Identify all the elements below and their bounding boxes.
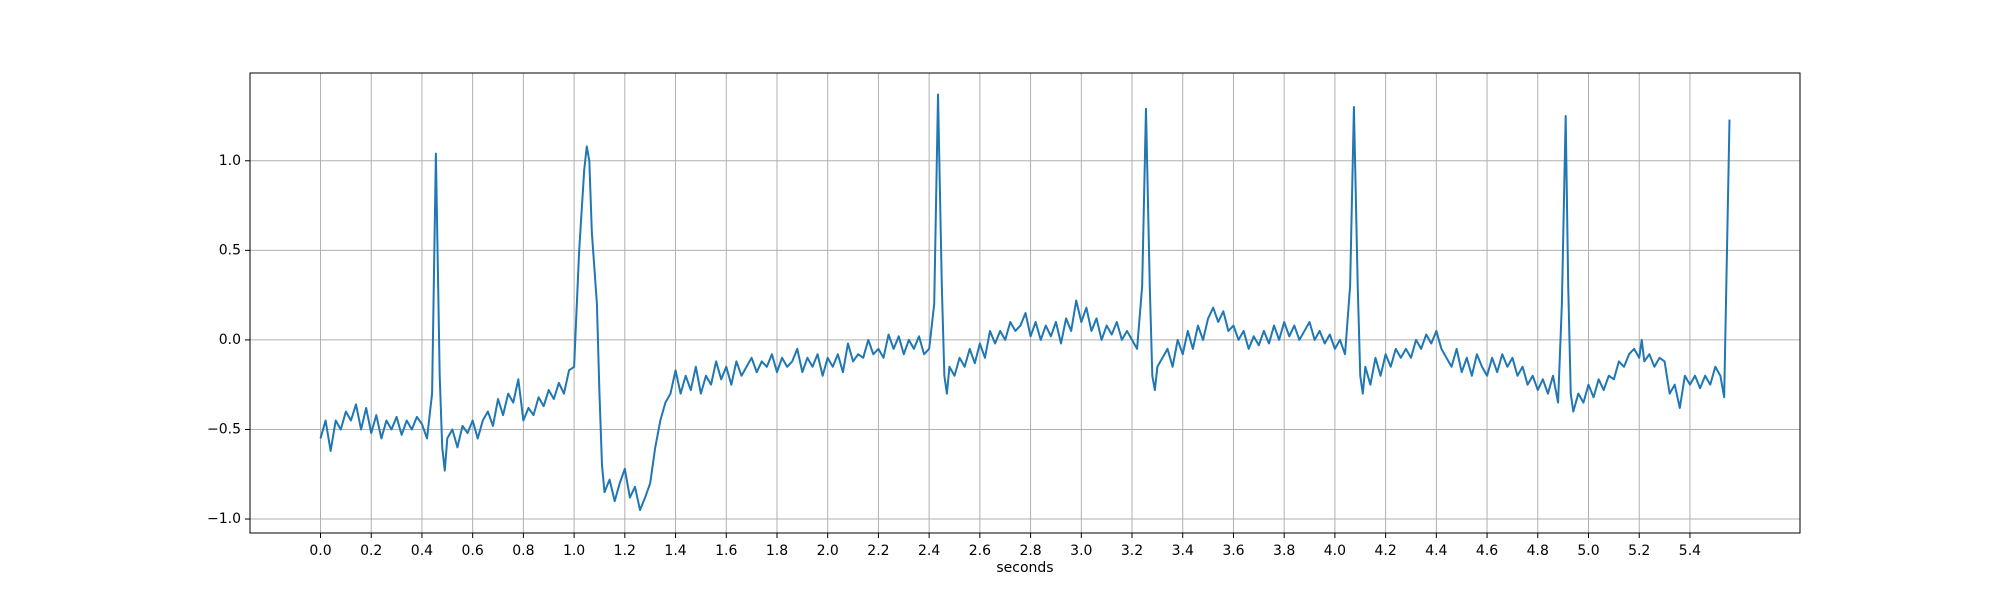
x-tick-label: 0.0 bbox=[309, 543, 331, 559]
x-tick-label: 5.4 bbox=[1679, 543, 1701, 559]
x-tick-label: 3.0 bbox=[1070, 543, 1092, 559]
y-tick-label: 0.5 bbox=[219, 242, 241, 258]
x-tick-label: 1.4 bbox=[664, 543, 686, 559]
y-tick-label: 1.0 bbox=[219, 153, 241, 169]
x-tick-label: 4.2 bbox=[1374, 543, 1396, 559]
x-tick-label: 0.2 bbox=[360, 543, 382, 559]
x-tick-label: 1.8 bbox=[766, 543, 788, 559]
x-tick-label: 3.2 bbox=[1121, 543, 1143, 559]
x-tick-label: 1.0 bbox=[563, 543, 585, 559]
x-tick-label: 2.8 bbox=[1019, 543, 1041, 559]
x-tick-label: 0.8 bbox=[512, 543, 534, 559]
x-tick-label: 0.6 bbox=[462, 543, 484, 559]
x-tick-label: 5.2 bbox=[1628, 543, 1650, 559]
x-tick-label: 2.2 bbox=[867, 543, 889, 559]
x-tick-label: 2.4 bbox=[918, 543, 940, 559]
x-tick-label: 3.6 bbox=[1222, 543, 1244, 559]
x-tick-label: 4.8 bbox=[1527, 543, 1549, 559]
x-tick-label: 4.0 bbox=[1324, 543, 1346, 559]
x-tick-label: 5.0 bbox=[1577, 543, 1599, 559]
data-line bbox=[319, 93, 1731, 512]
x-tick-label: 1.6 bbox=[715, 543, 737, 559]
x-tick-label: 3.4 bbox=[1172, 543, 1194, 559]
y-tick-label: −0.5 bbox=[207, 421, 241, 437]
y-tick-label: −1.0 bbox=[207, 511, 241, 527]
x-tick-label: 2.0 bbox=[817, 543, 839, 559]
x-tick-label: 0.4 bbox=[411, 543, 433, 559]
x-tick-label: 4.6 bbox=[1476, 543, 1498, 559]
x-tick-label: 2.6 bbox=[969, 543, 991, 559]
x-tick-label: 4.4 bbox=[1425, 543, 1447, 559]
x-tick-label: 3.8 bbox=[1273, 543, 1295, 559]
x-axis-label: seconds bbox=[996, 560, 1053, 576]
x-tick-label: 1.2 bbox=[614, 543, 636, 559]
y-tick-label: 0.0 bbox=[219, 332, 241, 348]
plot-frame bbox=[249, 72, 1801, 534]
